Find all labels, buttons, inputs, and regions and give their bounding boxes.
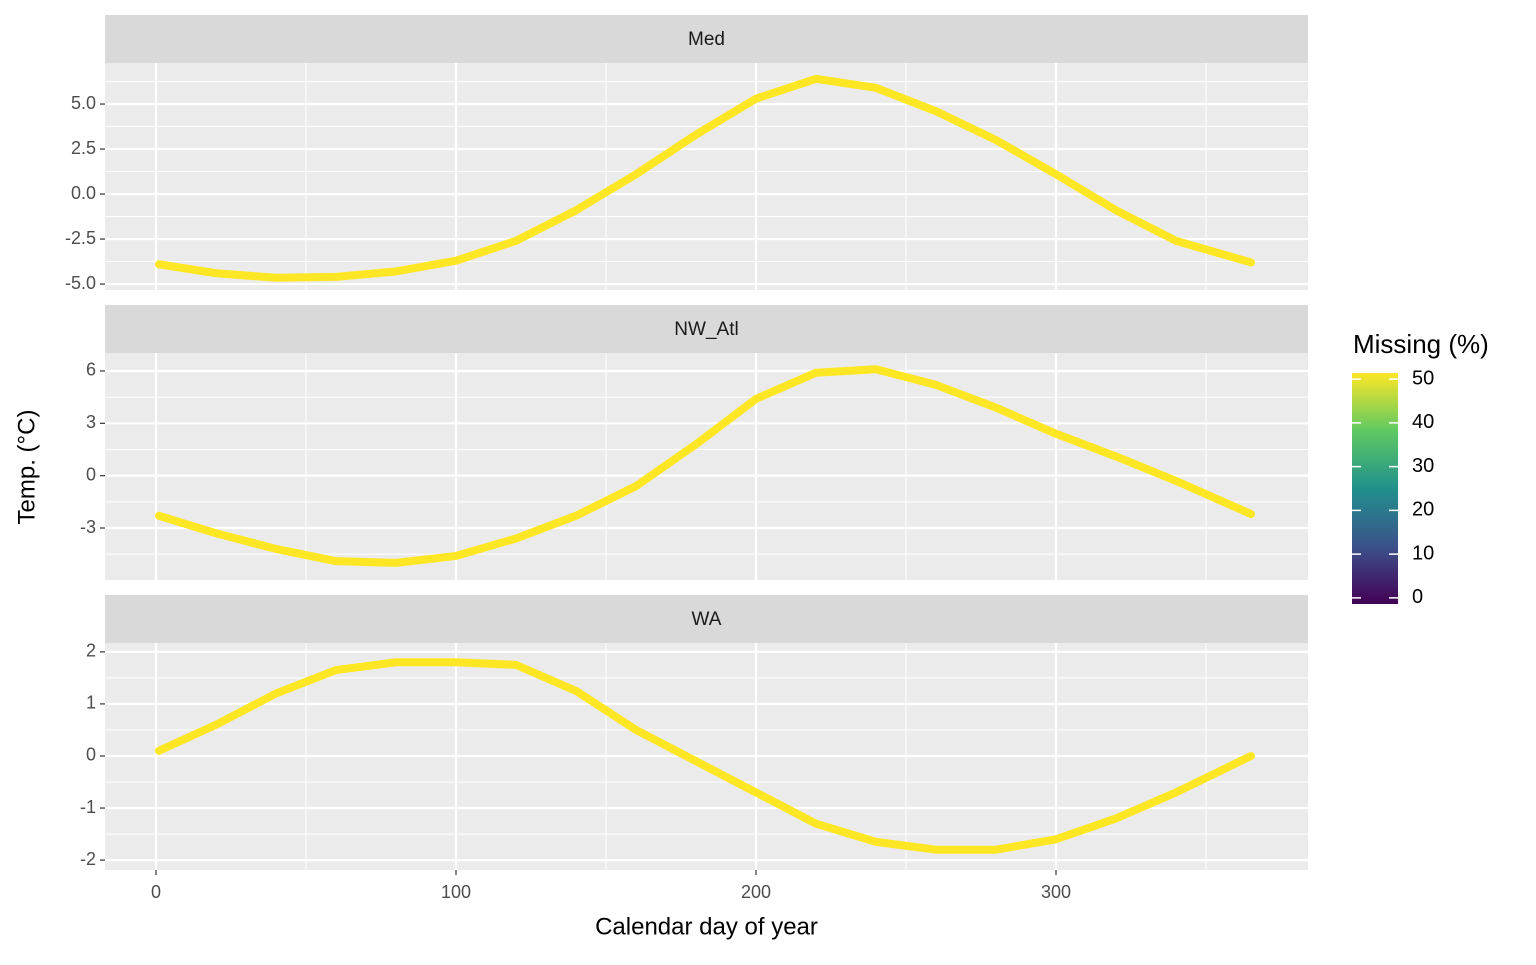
y-tick-label: -3: [80, 517, 96, 537]
x-tick-label: 300: [1041, 882, 1071, 902]
legend-title: Missing (%): [1353, 329, 1489, 359]
data-line: [155, 365, 1255, 567]
colorbar-tick-label: 10: [1412, 542, 1434, 564]
y-tick-label: 0: [86, 464, 96, 484]
y-tick-label: -5.0: [65, 273, 96, 293]
y-tick-label: 2.5: [71, 138, 96, 158]
data-line: [155, 658, 1255, 854]
y-tick-label: 1: [86, 693, 96, 713]
strip-label: NW_Atl: [674, 319, 738, 340]
data-line: [155, 74, 1255, 282]
colorbar-tick-label: 20: [1412, 499, 1434, 521]
strip: [105, 305, 1308, 353]
colorbar: [1352, 373, 1398, 604]
y-axis-label: Temp. (°C): [13, 410, 40, 525]
y-tick-label: 0: [86, 745, 96, 765]
y-tick-label: 0.0: [71, 183, 96, 203]
colorbar-tick-label: 40: [1412, 411, 1434, 433]
x-tick-label: 100: [441, 882, 471, 902]
colorbar-tick-label: 0: [1412, 586, 1423, 608]
panel: [105, 63, 1308, 290]
x-tick-label: 0: [151, 882, 161, 902]
panel: [105, 353, 1308, 580]
x-tick-label: 200: [741, 882, 771, 902]
y-tick-label: 5.0: [71, 93, 96, 113]
strip: [105, 15, 1308, 63]
y-tick-label: -2: [80, 849, 96, 869]
strip-label: WA: [692, 609, 722, 630]
colorbar-tick-label: 30: [1412, 455, 1434, 477]
strip-label: Med: [688, 29, 725, 50]
colorbar-tick-label: 50: [1412, 367, 1434, 389]
y-tick-label: -1: [80, 797, 96, 817]
y-tick-label: 6: [86, 360, 96, 380]
strip: [105, 595, 1308, 643]
y-tick-label: -2.5: [65, 228, 96, 248]
y-tick-label: 3: [86, 412, 96, 432]
x-axis-label: Calendar day of year: [595, 913, 818, 940]
y-tick-label: 2: [86, 641, 96, 661]
